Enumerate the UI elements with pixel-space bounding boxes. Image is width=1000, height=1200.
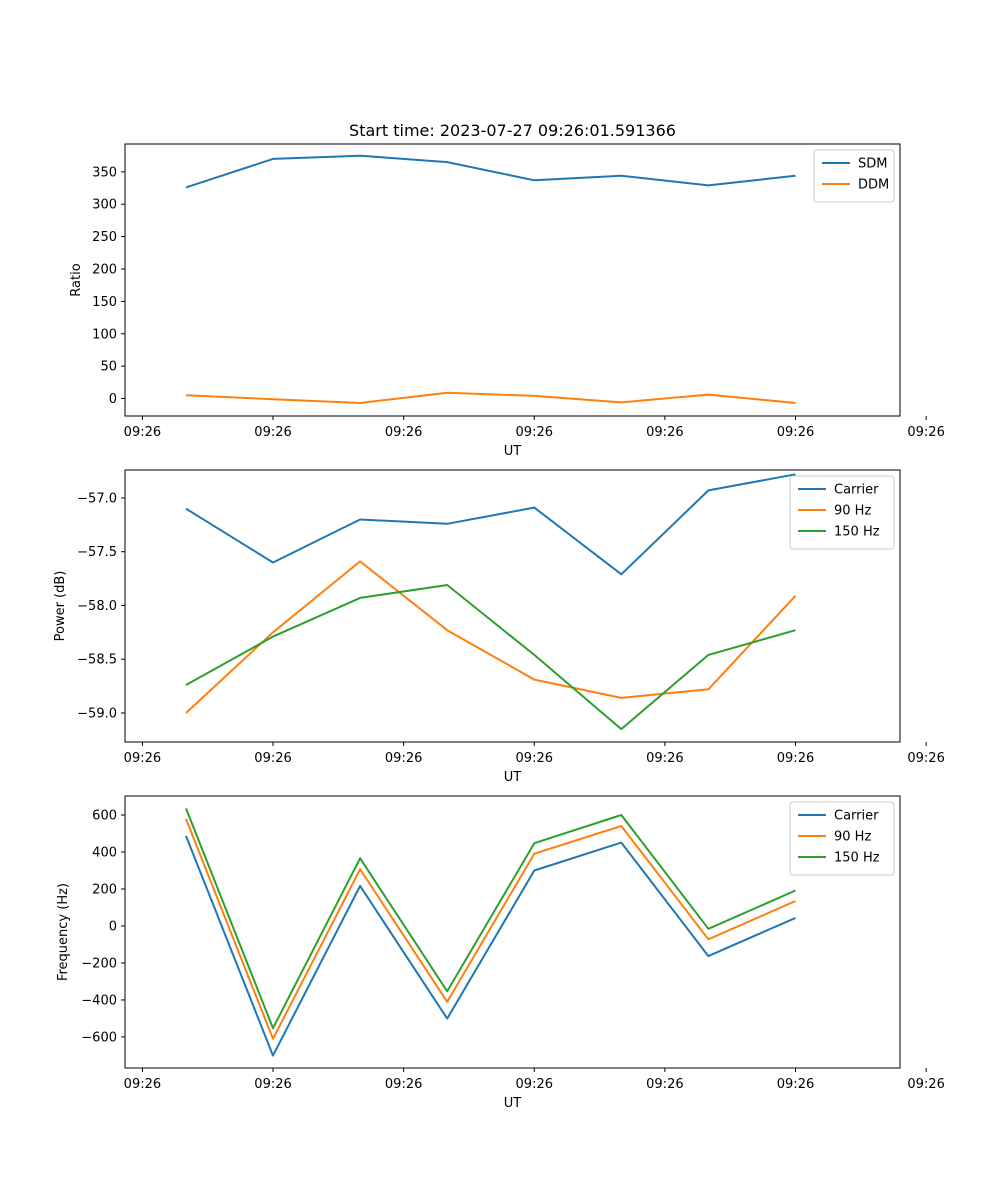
y-tick-label: 0 xyxy=(109,919,117,934)
y-tick-label: −600 xyxy=(81,1030,117,1045)
y-tick-label: −200 xyxy=(81,956,117,971)
y-tick-label: 350 xyxy=(92,165,117,180)
y-tick-label: 50 xyxy=(100,360,117,375)
plot-frame xyxy=(124,469,901,743)
y-tick-label: −400 xyxy=(81,993,117,1008)
y-tick-label: 600 xyxy=(92,809,117,824)
series-line-150-hz xyxy=(185,808,796,1030)
x-tick-label: 09:26 xyxy=(777,751,814,766)
x-tick-label: 09:26 xyxy=(907,751,944,766)
y-axis-label: Frequency (Hz) xyxy=(56,883,71,981)
y-tick-label: −58.0 xyxy=(77,599,117,614)
y-tick-label: 250 xyxy=(92,230,117,245)
legend-label: 90 Hz xyxy=(834,830,871,845)
series-line-150-hz xyxy=(185,584,796,731)
x-tick-label: 09:26 xyxy=(907,1077,944,1092)
series-line-90-hz xyxy=(185,818,796,1040)
legend: SDM DDM xyxy=(813,149,895,203)
x-tick-label: 09:26 xyxy=(646,425,683,440)
legend-label: 150 Hz xyxy=(834,851,880,866)
x-tick-label: 09:26 xyxy=(646,751,683,766)
y-tick-label: 200 xyxy=(92,262,117,277)
chart-panel-2: 09:26 09:26 09:26 09:26 09:26 09:26 09:26 −59.0… xyxy=(53,469,945,785)
y-tick-label: −57.0 xyxy=(77,491,117,506)
x-tick-label: 09:26 xyxy=(385,751,422,766)
series-line-90-hz xyxy=(185,560,797,714)
y-tick-label: 150 xyxy=(92,295,117,310)
legend-label: Carrier xyxy=(834,809,879,824)
plot-frame xyxy=(124,795,901,1069)
x-tick-label: 09:26 xyxy=(124,425,161,440)
x-tick-label: 09:26 xyxy=(124,1077,161,1092)
legend: Carrier 90 Hz 150 Hz xyxy=(789,801,895,876)
y-tick-label: 300 xyxy=(92,198,117,213)
y-tick-label: −57.5 xyxy=(77,545,117,560)
y-tick-label: 0 xyxy=(109,392,117,407)
x-tick-label: 09:26 xyxy=(254,1077,291,1092)
legend-label: DDM xyxy=(858,178,889,193)
y-axis-label: Power (dB) xyxy=(53,571,68,642)
y-tick-label: 100 xyxy=(92,327,117,342)
legend-label: 150 Hz xyxy=(834,525,880,540)
series-line-ddm xyxy=(185,391,796,404)
chart-panel-3: 09:26 09:26 09:26 09:26 09:26 09:26 09:26 −600 −… xyxy=(56,795,945,1111)
x-tick-label: 09:26 xyxy=(777,1077,814,1092)
x-tick-label: 09:26 xyxy=(516,751,553,766)
legend-label: Carrier xyxy=(834,483,879,498)
series-line-carrier xyxy=(185,835,796,1057)
chart-title: Start time: 2023-07-27 09:26:01.591366 xyxy=(349,121,676,140)
x-tick-label: 09:26 xyxy=(254,425,291,440)
y-tick-label: 400 xyxy=(92,846,117,861)
x-axis-label: UT xyxy=(504,1096,522,1111)
plot-frame xyxy=(124,143,901,417)
y-tick-label: 200 xyxy=(92,883,117,898)
x-tick-label: 09:26 xyxy=(385,1077,422,1092)
x-tick-label: 09:26 xyxy=(254,751,291,766)
y-tick-label: −58.5 xyxy=(77,653,117,668)
y-tick-label: −59.0 xyxy=(77,706,117,721)
x-tick-label: 09:26 xyxy=(646,1077,683,1092)
x-tick-label: 09:26 xyxy=(907,425,944,440)
x-axis-label: UT xyxy=(504,770,522,785)
x-tick-label: 09:26 xyxy=(516,1077,553,1092)
x-tick-label: 09:26 xyxy=(516,425,553,440)
x-axis-label: UT xyxy=(504,444,522,459)
x-tick-label: 09:26 xyxy=(124,751,161,766)
legend: Carrier 90 Hz 150 Hz xyxy=(789,475,895,550)
x-tick-label: 09:26 xyxy=(385,425,422,440)
legend-label: SDM xyxy=(858,157,887,172)
series-line-carrier xyxy=(185,473,796,576)
legend-label: 90 Hz xyxy=(834,504,871,519)
y-axis-label: Ratio xyxy=(69,263,84,296)
series-line-sdm xyxy=(185,154,796,189)
x-tick-label: 09:26 xyxy=(777,425,814,440)
chart-panel-1: 09:26 09:26 09:26 09:26 09:26 09:26 09:26 0 50 10… xyxy=(69,121,945,459)
